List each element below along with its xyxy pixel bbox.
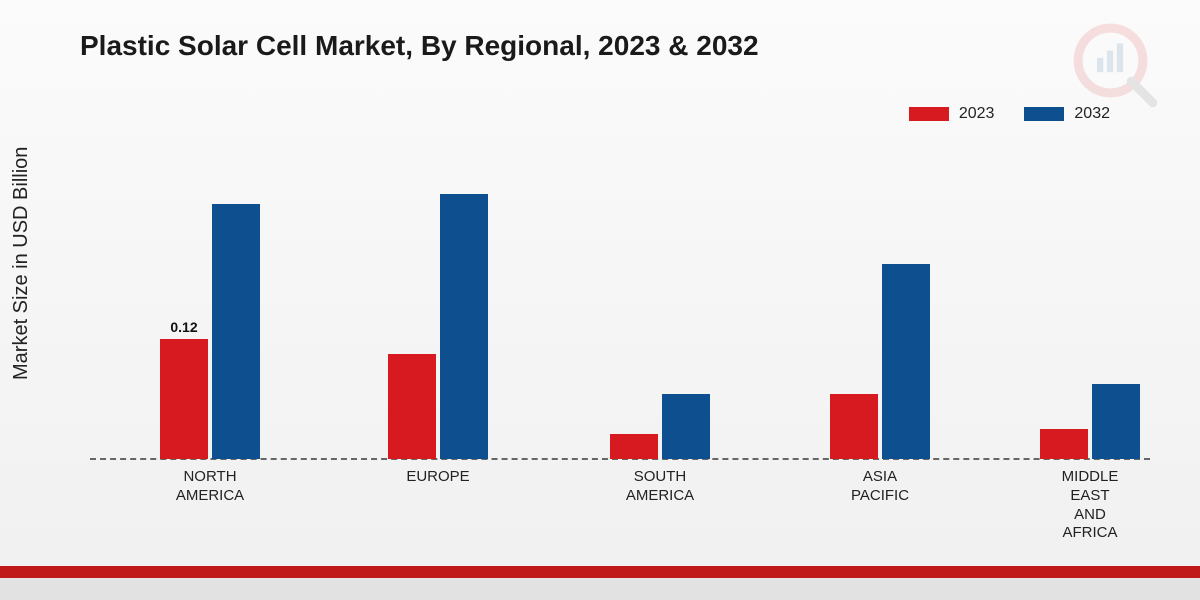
legend-label-2023: 2023 — [959, 105, 995, 123]
legend-item-2032: 2032 — [1024, 105, 1110, 123]
bar — [610, 434, 658, 459]
plot-area: 0.12 — [90, 160, 1150, 460]
bar-group — [388, 194, 488, 459]
x-tick-label: ASIAPACIFIC — [851, 468, 909, 506]
x-tick-label: NORTHAMERICA — [176, 468, 244, 506]
chart-title: Plastic Solar Cell Market, By Regional, … — [80, 30, 759, 62]
bar — [830, 394, 878, 459]
footer-stripe-grey — [0, 578, 1200, 600]
bar — [882, 264, 930, 459]
legend-swatch-2023 — [909, 107, 949, 121]
footer-stripe-red — [0, 566, 1200, 578]
bar — [1092, 384, 1140, 459]
legend-swatch-2032 — [1024, 107, 1064, 121]
bar — [662, 394, 710, 459]
x-tick-label: SOUTHAMERICA — [626, 468, 694, 506]
watermark-logo — [1070, 20, 1160, 110]
y-axis-label: Market Size in USD Billion — [10, 147, 33, 380]
x-tick-label: EUROPE — [406, 468, 469, 487]
bar: 0.12 — [160, 339, 208, 459]
x-axis-labels: NORTHAMERICA EUROPE SOUTHAMERICA ASIAPACIFI… — [90, 468, 1150, 548]
bar — [1040, 429, 1088, 459]
bar-value-label: 0.12 — [160, 319, 208, 339]
bar — [440, 194, 488, 459]
bar — [388, 354, 436, 459]
bar — [212, 204, 260, 459]
bar-group — [1040, 384, 1140, 459]
bar-group — [610, 394, 710, 459]
legend-label-2032: 2032 — [1074, 105, 1110, 123]
bar-group: 0.12 — [160, 204, 260, 459]
chart-container: Plastic Solar Cell Market, By Regional, … — [0, 0, 1200, 600]
bar-group — [830, 264, 930, 459]
legend: 2023 2032 — [909, 105, 1110, 123]
legend-item-2023: 2023 — [909, 105, 995, 123]
x-tick-label: MIDDLEEASTANDAFRICA — [1062, 468, 1119, 543]
